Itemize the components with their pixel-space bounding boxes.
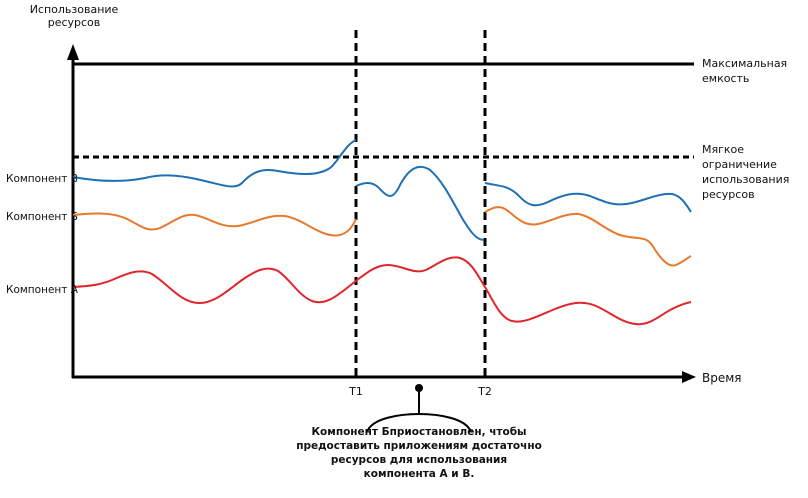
callout-dot xyxy=(415,384,423,392)
max-capacity-label: Максимальная емкость xyxy=(702,57,788,85)
component-v-curve-2 xyxy=(355,165,485,241)
soft-limit-label: Мягкое ограничение использования ресурсо… xyxy=(702,143,790,201)
callout-bracket xyxy=(366,412,472,433)
x-axis-label: Время xyxy=(702,371,742,385)
component-b-label: Компонент Б xyxy=(6,211,78,223)
y-axis-arrow xyxy=(67,44,79,60)
component-v-curve-1 xyxy=(72,139,357,188)
component-b-curve-2 xyxy=(484,206,692,267)
t1-label: T1 xyxy=(349,385,363,398)
callout-text: Компонент Бприостановлен, чтобы предоста… xyxy=(296,426,542,480)
component-v-curve-3 xyxy=(484,182,692,213)
component-a-curve xyxy=(72,256,692,326)
component-b-curve-1 xyxy=(72,212,357,237)
x-axis-arrow xyxy=(682,371,696,383)
component-a-label: Компонент А xyxy=(6,284,78,296)
y-axis-label: Использование ресурсов xyxy=(29,3,119,29)
component-v-label: Компонент В xyxy=(6,173,78,185)
t2-label: T2 xyxy=(478,385,492,398)
